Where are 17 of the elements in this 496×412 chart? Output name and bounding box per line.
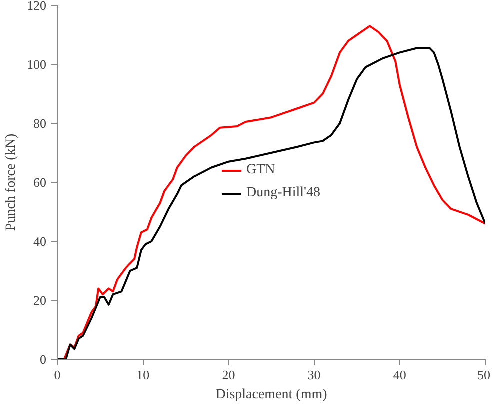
x-tick-label: 30	[308, 368, 321, 382]
y-tick-label: 100	[27, 57, 46, 72]
y-tick-label: 60	[34, 175, 46, 190]
y-tick-label: 80	[34, 116, 46, 131]
y-tick-label: 20	[34, 293, 46, 308]
x-tick-label: 0	[54, 368, 61, 382]
x-tick-label: 40	[393, 368, 406, 382]
legend-label: GTN	[246, 162, 276, 178]
x-tick-label: 20	[222, 368, 236, 382]
y-axis-title: Punch force (kN)	[4, 134, 19, 232]
x-tick-label: 10	[136, 368, 150, 382]
y-tick-label: 120	[27, 0, 46, 13]
x-tick-label: 50	[478, 368, 490, 382]
y-tick-label: 0	[40, 352, 46, 367]
legend-label: Dung-Hill'48	[246, 186, 321, 202]
y-tick-label: 40	[34, 234, 46, 249]
x-axis-title: Displacement (mm)	[216, 388, 328, 402]
